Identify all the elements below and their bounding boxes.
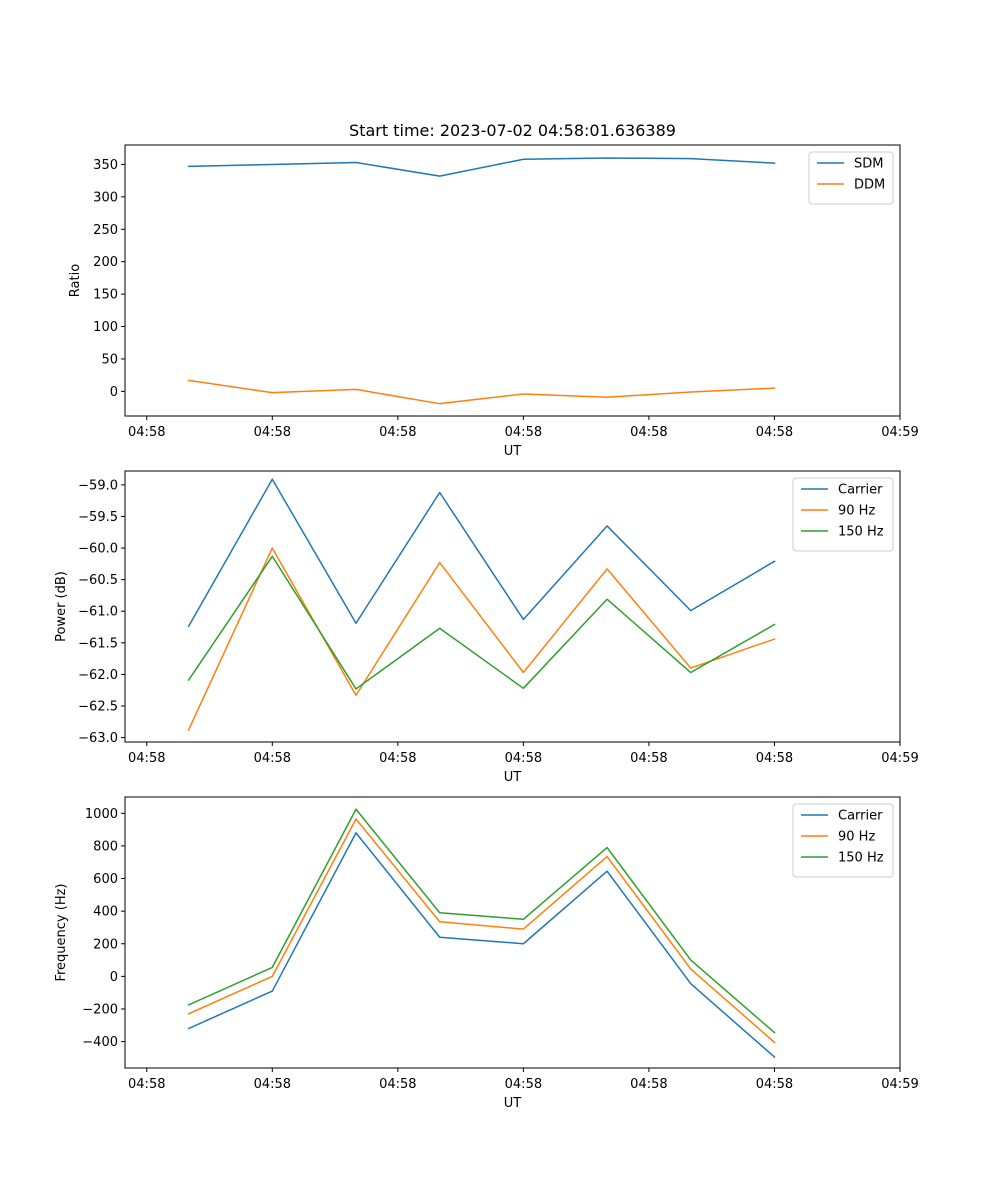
panel-2-xtick-label: 04:58 [756, 751, 793, 766]
panel-2-x-axis-label: UT [504, 770, 522, 785]
panel-2-xtick-label: 04:59 [881, 751, 918, 766]
panel-3-xtick-label: 04:59 [881, 1077, 918, 1092]
panel-3-ytick-label: 400 [93, 905, 118, 920]
panel-1-series-sdm-line [187, 157, 776, 177]
panel-1-x-axis-label: UT [504, 444, 522, 459]
panel-3-series-150-hz-line [187, 808, 776, 1034]
panel-2-y-axis-label: Power (dB) [54, 571, 69, 642]
panel-2-ytick-label: −60.5 [78, 573, 118, 588]
panel-3: −400 −200 0 200 400 600 800 1000 04:58 04:58 04:58… [54, 796, 919, 1111]
panel-1-series-ddm-line [187, 379, 776, 405]
panel-3-axes-frame [124, 796, 901, 1069]
panel-2-xtick-label: 04:58 [505, 751, 542, 766]
panel-3-ytick-label: 0 [110, 970, 118, 985]
panel-2-legend-label: 90 Hz [838, 504, 875, 519]
panel-2: −63.0 −62.5 −62.0 −61.5 −61.0 −60.5 −60.0 −59.5… [54, 470, 919, 785]
panel-2-series-150-hz-line [187, 555, 776, 690]
panel-3-legend-label: 90 Hz [838, 830, 875, 845]
panel-1-ytick-label: 100 [93, 320, 118, 335]
panel-2-legend-box [792, 477, 894, 552]
panel-2-ytick-label: −60.0 [78, 542, 118, 557]
panel-2-xtick-label: 04:58 [254, 751, 291, 766]
panel-3-ytick-label: 1000 [85, 807, 118, 822]
panel-3-legend-label: Carrier [838, 809, 883, 824]
panel-3-legend-box [792, 803, 894, 878]
panel-2-ytick-label: −61.5 [78, 636, 118, 651]
panel-2-axes-frame [124, 470, 901, 743]
panel-3-series-90-hz-line [187, 818, 776, 1044]
panel-1-ytick-label: 50 [101, 352, 118, 367]
panel-1-xtick-label: 04:58 [128, 425, 165, 440]
panel-3-legend: Carrier 90 Hz 150 Hz [792, 803, 894, 878]
panel-3-series-carrier-line [187, 832, 776, 1059]
panel-1-y-axis-label: Ratio [68, 264, 83, 297]
panel-2-ytick-label: −62.0 [78, 668, 118, 683]
panel-1-xtick-label: 04:58 [630, 425, 667, 440]
panel-3-ytick-label: −400 [82, 1035, 118, 1050]
panel-3-xtick-label: 04:58 [630, 1077, 667, 1092]
panel-2-ytick-label: −59.0 [78, 478, 118, 493]
panel-3-legend-label: 150 Hz [838, 851, 884, 866]
panel-1-ytick-label: 0 [110, 385, 118, 400]
panel-1-ytick-label: 200 [93, 255, 118, 270]
panel-2-ytick-label: −62.5 [78, 699, 118, 714]
panel-2-series-90-hz-line [187, 547, 776, 731]
panel-3-ytick-label: 200 [93, 937, 118, 952]
panel-3-xtick-label: 04:58 [128, 1077, 165, 1092]
panel-1-xtick-label: 04:59 [881, 425, 918, 440]
panel-1-xtick-label: 04:58 [379, 425, 416, 440]
panel-3-ytick-label: 600 [93, 872, 118, 887]
panel-2-xtick-label: 04:58 [379, 751, 416, 766]
panel-1-ytick-label: 150 [93, 288, 118, 303]
panel-3-x-axis-label: UT [504, 1096, 522, 1111]
panel-2-xtick-label: 04:58 [128, 751, 165, 766]
panel-3-y-axis-label: Frequency (Hz) [54, 883, 69, 981]
panel-1-xtick-label: 04:58 [254, 425, 291, 440]
panel-2-ytick-label: −63.0 [78, 731, 118, 746]
panel-3-xtick-label: 04:58 [379, 1077, 416, 1092]
panel-2-series-carrier-line [187, 478, 776, 628]
panel-1-legend: SDM DDM [808, 151, 894, 205]
panel-2-xtick-label: 04:58 [630, 751, 667, 766]
panel-1-ytick-label: 350 [93, 158, 118, 173]
panel-2-legend-label: 150 Hz [838, 525, 884, 540]
panel-2-ytick-label: −59.5 [78, 510, 118, 525]
panel-1-legend-label: DDM [854, 178, 885, 193]
figure-title: Start time: 2023-07-02 04:58:01.636389 [349, 121, 676, 140]
panel-2-legend-label: Carrier [838, 483, 883, 498]
panel-3-ytick-label: 800 [93, 839, 118, 854]
panel-1-xtick-label: 04:58 [505, 425, 542, 440]
panel-3-ytick-label: −200 [82, 1002, 118, 1017]
panel-3-xtick-label: 04:58 [254, 1077, 291, 1092]
panel-2-legend: Carrier 90 Hz 150 Hz [792, 477, 894, 552]
panel-1-legend-label: SDM [854, 157, 883, 172]
panel-1-legend-box [808, 151, 894, 205]
panel-1-ytick-label: 250 [93, 223, 118, 238]
panel-2-ytick-label: −61.0 [78, 605, 118, 620]
panel-1-ytick-label: 300 [93, 190, 118, 205]
panel-3-xtick-label: 04:58 [756, 1077, 793, 1092]
panel-1: 0 50 100 150 200 250 300 350 04:58 04:58 04:58 04:5… [68, 144, 919, 459]
panel-3-xtick-label: 04:58 [505, 1077, 542, 1092]
panel-1-axes-frame [124, 144, 901, 417]
panel-1-xtick-label: 04:58 [756, 425, 793, 440]
